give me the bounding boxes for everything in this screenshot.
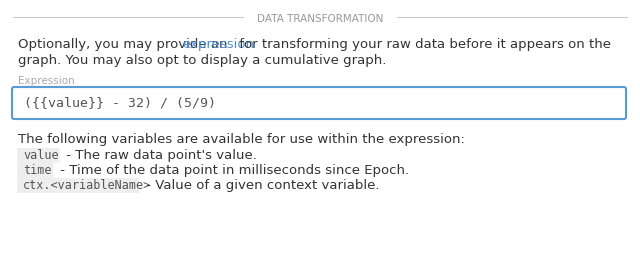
FancyBboxPatch shape bbox=[17, 178, 139, 193]
Text: value: value bbox=[23, 149, 59, 162]
Text: Expression: Expression bbox=[18, 76, 75, 86]
FancyBboxPatch shape bbox=[17, 163, 53, 178]
Text: DATA TRANSFORMATION: DATA TRANSFORMATION bbox=[257, 14, 383, 24]
FancyBboxPatch shape bbox=[12, 87, 626, 119]
Text: ctx.<variableName>: ctx.<variableName> bbox=[23, 179, 151, 192]
Text: time: time bbox=[23, 164, 51, 177]
Text: - The raw data point's value.: - The raw data point's value. bbox=[63, 149, 257, 162]
FancyBboxPatch shape bbox=[17, 148, 60, 163]
Text: The following variables are available for use within the expression:: The following variables are available fo… bbox=[18, 133, 465, 146]
Text: Optionally, you may provide an: Optionally, you may provide an bbox=[18, 38, 232, 51]
Text: - Value of a given context variable.: - Value of a given context variable. bbox=[142, 179, 380, 192]
Text: for transforming your raw data before it appears on the: for transforming your raw data before it… bbox=[236, 38, 611, 51]
Text: expression: expression bbox=[182, 38, 254, 51]
Text: graph. You may also opt to display a cumulative graph.: graph. You may also opt to display a cum… bbox=[18, 54, 387, 67]
Text: ({{value}} - 32) / (5/9): ({{value}} - 32) / (5/9) bbox=[24, 96, 216, 109]
Text: - Time of the data point in milliseconds since Epoch.: - Time of the data point in milliseconds… bbox=[56, 164, 410, 177]
